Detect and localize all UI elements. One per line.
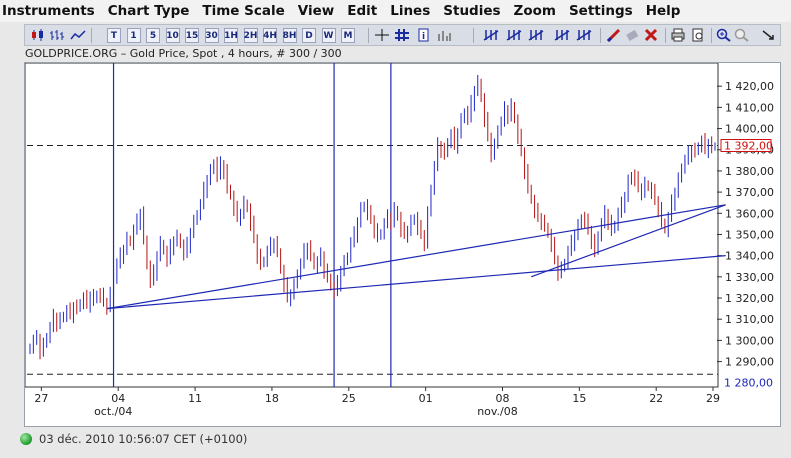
print-preview-icon[interactable] — [689, 27, 707, 43]
y-tick-label: 1 360,00 — [725, 207, 774, 220]
period-button-d[interactable]: D — [302, 28, 316, 43]
volume-icon[interactable] — [435, 27, 453, 43]
y-tick-label: 1 300,00 — [725, 334, 774, 347]
y-tick-label: 1 420,00 — [725, 80, 774, 93]
pencil-icon[interactable] — [605, 27, 623, 43]
period-button-4h[interactable]: 4H — [263, 28, 277, 43]
trendline-icon[interactable] — [482, 27, 500, 43]
y-tick-label: 1 340,00 — [725, 250, 774, 263]
y-tick-label: 1 310,00 — [725, 313, 774, 326]
svg-text:i: i — [422, 32, 425, 42]
x-tick-label: 22 — [649, 392, 663, 405]
candlestick-chart-icon[interactable] — [29, 27, 47, 43]
y-tick-label: 1 370,00 — [725, 186, 774, 199]
fibonacci-icon[interactable] — [575, 27, 593, 43]
bar-chart-icon[interactable] — [48, 27, 66, 43]
eraser-icon[interactable] — [623, 27, 641, 43]
print-icon[interactable] — [669, 27, 687, 43]
x-month-label: oct./04 — [94, 405, 132, 418]
y-tick-label: 1 410,00 — [725, 101, 774, 114]
toolbar-separator — [711, 28, 712, 43]
menu-zoom[interactable]: Zoom — [513, 3, 556, 19]
menu-lines[interactable]: Lines — [390, 3, 431, 19]
period-button-8h[interactable]: 8H — [282, 28, 297, 43]
x-tick-label: 01 — [419, 392, 433, 405]
period-button-w[interactable]: W — [321, 28, 336, 43]
period-button-5[interactable]: 5 — [146, 28, 160, 43]
channel-icon[interactable] — [553, 27, 571, 43]
menu-instruments[interactable]: Instruments — [2, 3, 95, 19]
zoom-in-icon[interactable] — [715, 27, 733, 43]
y-tick-label: 1 290,00 — [725, 356, 774, 369]
line-chart-icon[interactable] — [69, 27, 87, 43]
plot-border — [24, 62, 719, 388]
y-tick-label: 1 380,00 — [725, 165, 774, 178]
fan-line-icon[interactable] — [527, 27, 545, 43]
status-timestamp: 03 déc. 2010 10:56:07 CET (+0100) — [39, 432, 248, 446]
y-tick-label: 1 350,00 — [725, 228, 774, 241]
chart-area[interactable]: 1 290,00 1 300,00 1 310,00 1 320,00 1 330,00… — [24, 62, 781, 427]
trend-line — [531, 204, 726, 278]
x-tick-label: 04 — [111, 392, 125, 405]
info-cursor-icon[interactable]: i — [415, 27, 433, 43]
delete-icon[interactable] — [642, 27, 660, 43]
menu-studies[interactable]: Studies — [443, 3, 501, 19]
price-marker-box — [720, 139, 772, 152]
period-button-10[interactable]: 10 — [165, 28, 180, 43]
x-tick-label: 27 — [34, 392, 48, 405]
x-month-label: nov./08 — [477, 405, 518, 418]
menu-settings[interactable]: Settings — [568, 3, 633, 19]
period-button-30[interactable]: 30 — [204, 28, 219, 43]
price-marker-label: 1 392,00 — [724, 140, 773, 153]
menu-view[interactable]: View — [297, 3, 335, 19]
period-button-t[interactable]: T — [107, 28, 121, 43]
trend-line — [106, 204, 726, 310]
toolbar-separator — [91, 28, 92, 43]
x-tick-label: 18 — [265, 392, 279, 405]
grid-icon[interactable] — [393, 27, 411, 43]
toolbar-separator — [368, 28, 369, 43]
collapse-toolbar-icon[interactable] — [760, 27, 778, 43]
toolbar-separator — [473, 28, 474, 43]
chart-title: GOLDPRICE.ORG – Gold Price, Spot , 4 hou… — [25, 47, 342, 60]
status-bar: 03 déc. 2010 10:56:07 CET (+0100) — [20, 430, 247, 448]
connection-status-icon — [20, 433, 32, 445]
toolbar-separator — [600, 28, 601, 43]
period-button-m[interactable]: M — [341, 28, 355, 43]
menu-bar: Instruments Chart Type Time Scale View Edit L… — [0, 0, 791, 22]
parallel-line-icon[interactable] — [505, 27, 523, 43]
period-button-1h[interactable]: 1H — [224, 28, 238, 43]
menu-time-scale[interactable]: Time Scale — [202, 3, 285, 19]
menu-help[interactable]: Help — [645, 3, 681, 19]
low-line-label: 1 280,00 — [724, 376, 773, 389]
period-button-15[interactable]: 15 — [185, 28, 199, 43]
period-button-2h[interactable]: 2H — [243, 28, 258, 43]
menu-edit[interactable]: Edit — [347, 3, 378, 19]
menu-chart-type[interactable]: Chart Type — [107, 3, 190, 19]
x-tick-label: 08 — [495, 392, 509, 405]
period-button-1[interactable]: 1 — [126, 28, 141, 43]
x-tick-label: 11 — [188, 392, 202, 405]
y-tick-label: 1 400,00 — [725, 123, 774, 136]
x-tick-label: 29 — [706, 392, 720, 405]
trend-line — [106, 255, 726, 310]
zoom-out-icon[interactable] — [733, 27, 751, 43]
toolbar-separator — [665, 28, 666, 43]
x-tick-label: 15 — [572, 392, 586, 405]
crosshair-icon[interactable] — [373, 27, 391, 43]
price-chart[interactable]: 1 290,00 1 300,00 1 310,00 1 320,00 1 330,00… — [24, 62, 780, 426]
x-tick-label: 25 — [342, 392, 356, 405]
y-tick-label: 1 330,00 — [725, 271, 774, 284]
y-tick-label: 1 320,00 — [725, 292, 774, 305]
